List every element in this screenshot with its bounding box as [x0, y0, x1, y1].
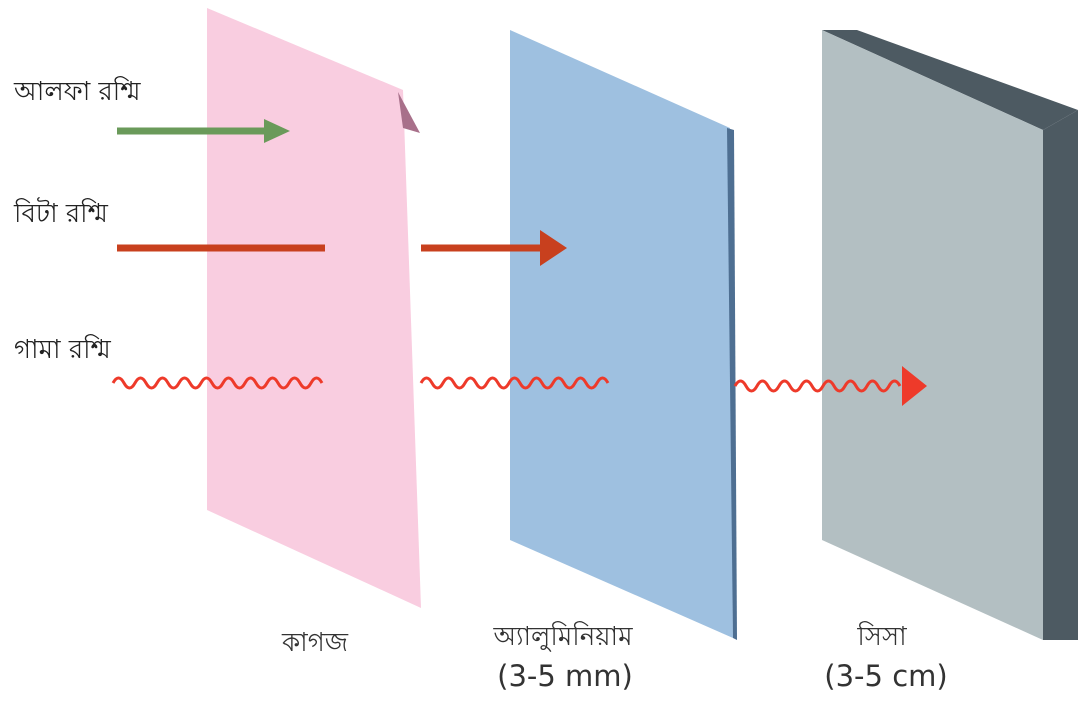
- aluminium-label: অ্যালুমিনিয়াম: [492, 621, 633, 652]
- lead-thickness: (3-5 cm): [824, 659, 947, 693]
- lead-front-face: [822, 30, 1043, 640]
- alpha-ray-arrowhead: [264, 119, 290, 143]
- paper-folded-corner: [398, 92, 420, 133]
- paper-label: কাগজ: [281, 628, 349, 658]
- aluminium-thickness: (3-5 mm): [497, 659, 633, 693]
- paper-sheet: [207, 8, 421, 608]
- lead-label: সিসা: [856, 621, 907, 652]
- gamma-ray-arrowhead: [902, 366, 927, 406]
- gamma-ray: [111, 366, 927, 406]
- aluminium-edge: [727, 128, 737, 640]
- gamma-ray-wave-2: [419, 376, 610, 390]
- alpha-ray-label: আলফা রশ্মি: [13, 76, 141, 107]
- beta-ray-arrowhead: [540, 230, 567, 266]
- beta-ray: [117, 230, 567, 266]
- lead-barrier: [822, 30, 1078, 640]
- gamma-ray-wave-3: [733, 379, 902, 393]
- aluminium-sheet: [510, 30, 733, 638]
- beta-ray-label: বিটা রশ্মি: [13, 197, 109, 229]
- gamma-ray-label: গামা রশ্মি: [14, 334, 112, 365]
- lead-top-face: [822, 30, 1078, 130]
- aluminium-barrier: [510, 30, 737, 640]
- gamma-ray-wave-1: [111, 376, 324, 390]
- alpha-ray: [117, 119, 290, 143]
- paper-barrier: [207, 8, 421, 608]
- lead-side-face: [1043, 110, 1078, 640]
